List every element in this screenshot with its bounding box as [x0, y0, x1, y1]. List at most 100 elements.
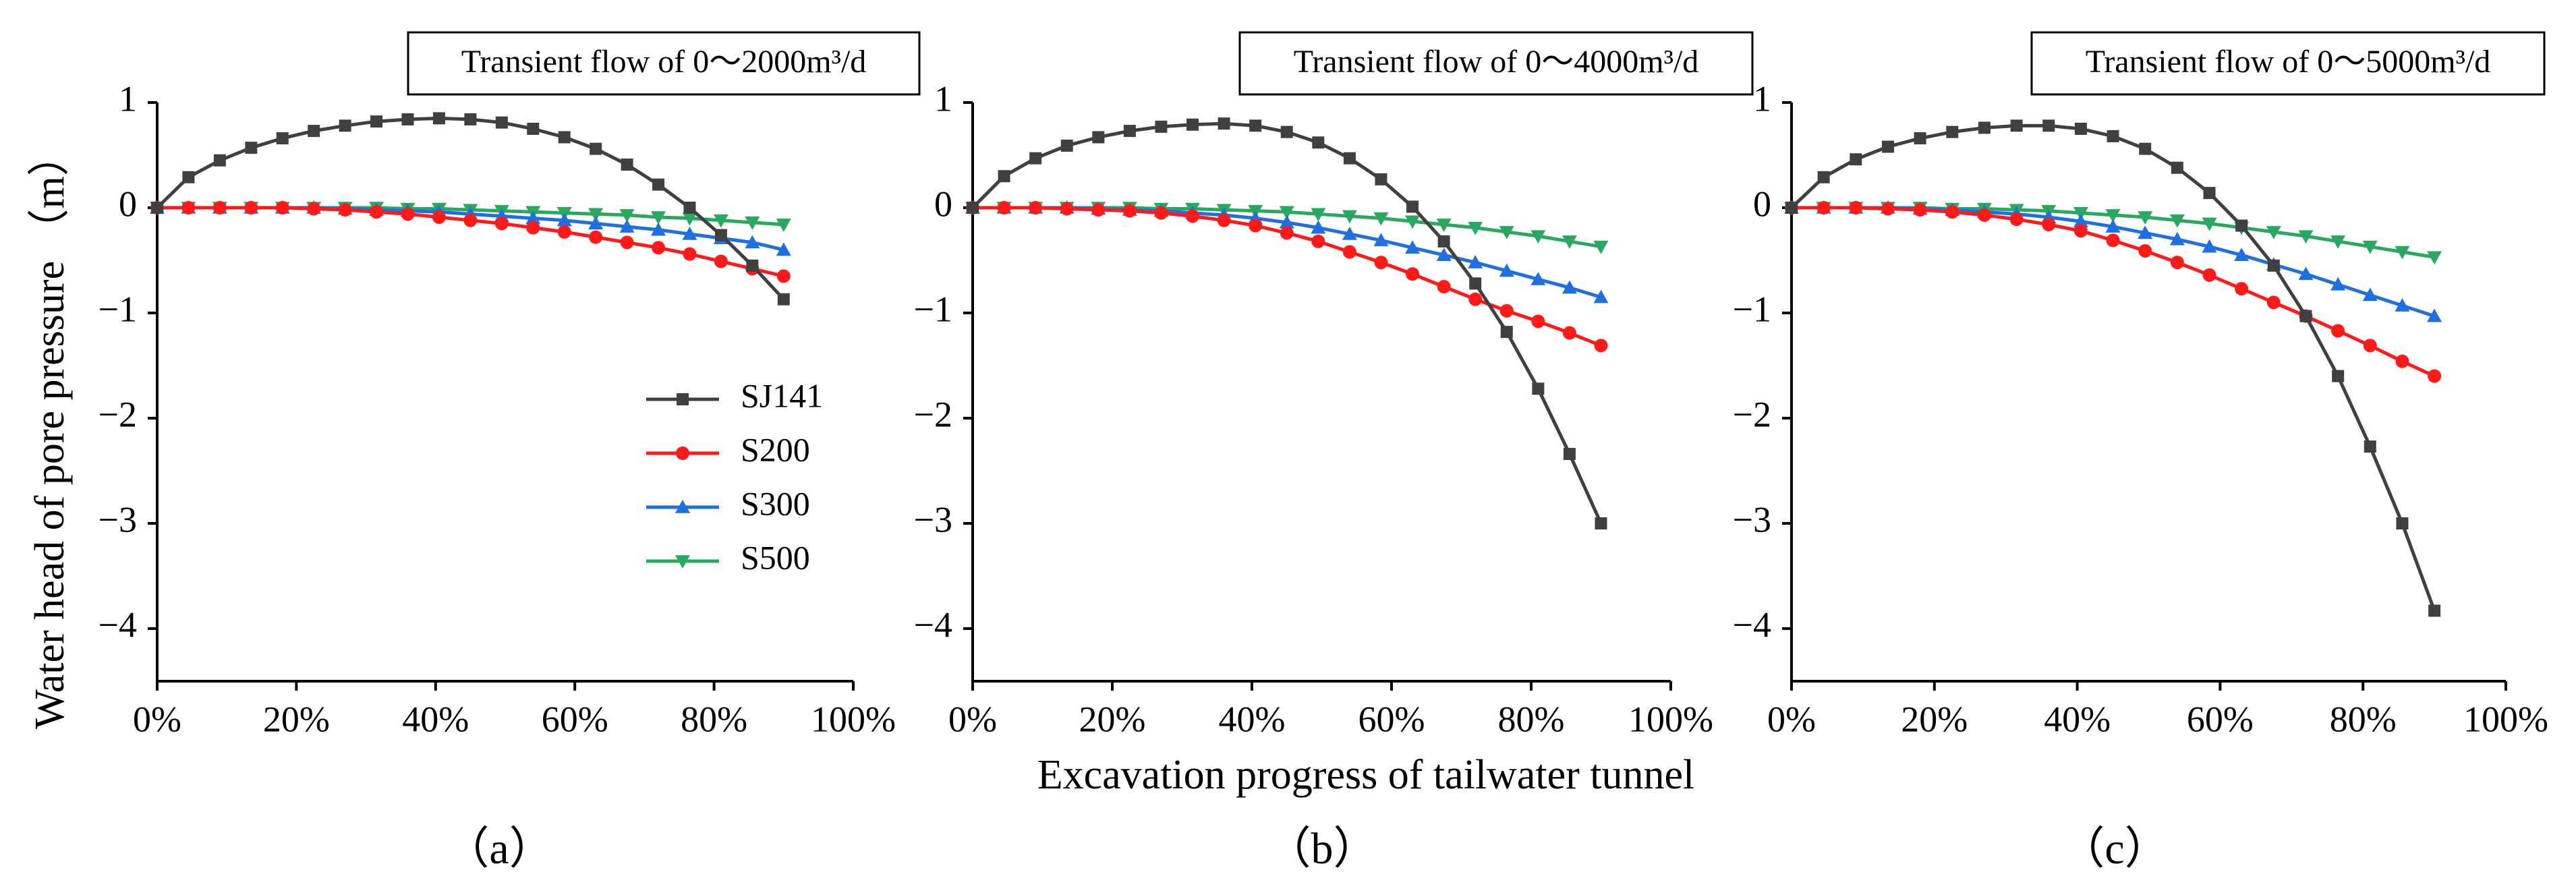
data-point-sj141	[2299, 310, 2312, 322]
data-point-sj141	[1850, 153, 1862, 166]
data-point-s200	[776, 269, 791, 283]
data-point-s500	[1530, 230, 1546, 244]
y-tick-label: −4	[914, 604, 952, 645]
data-point-sj141	[1595, 517, 1607, 529]
data-point-s200	[557, 225, 571, 239]
data-point-s200	[1311, 234, 1325, 248]
series-sj141	[967, 117, 1607, 529]
data-point-s500	[2427, 251, 2442, 265]
data-point-s300	[1279, 214, 1294, 229]
y-tick-label: −3	[914, 499, 952, 540]
data-point-sj141	[1881, 140, 1894, 153]
data-point-s300	[1468, 255, 1483, 268]
data-point-s300	[1593, 289, 1609, 304]
data-point-sj141	[2010, 119, 2023, 132]
data-point-s200	[307, 202, 321, 216]
data-point-sj141	[245, 142, 258, 154]
data-point-sj141	[432, 112, 445, 125]
data-point-s200	[1594, 339, 1608, 353]
data-point-s300	[776, 242, 791, 256]
data-point-s500	[2169, 214, 2185, 228]
data-point-s500	[776, 219, 791, 232]
data-point-sj141	[1092, 131, 1105, 144]
legend-marker	[676, 446, 689, 460]
data-point-s200	[1091, 203, 1106, 217]
data-point-sj141	[182, 171, 195, 183]
data-point-s200	[714, 254, 728, 268]
data-point-s200	[1249, 219, 1263, 233]
data-point-sj141	[1218, 117, 1230, 130]
data-point-sj141	[527, 123, 540, 135]
legend-label: S300	[741, 484, 810, 522]
data-point-s200	[1499, 304, 1514, 318]
data-point-sj141	[1186, 118, 1199, 131]
y-tick-label: −1	[914, 289, 952, 329]
data-point-s300	[2234, 248, 2250, 261]
legend-marker	[677, 393, 689, 405]
x-tick-label: 40%	[1219, 699, 1286, 739]
panel-label: （c）	[2060, 824, 2169, 873]
data-point-s300	[1405, 240, 1421, 254]
data-point-sj141	[2074, 123, 2087, 135]
data-point-s200	[275, 201, 289, 214]
chart-title: Transient flow of 0～2000m³/d	[461, 44, 867, 80]
data-point-s200	[2235, 282, 2249, 296]
title-box	[1238, 31, 1754, 96]
data-point-sj141	[1785, 202, 1798, 214]
series-s300	[965, 200, 1609, 304]
data-point-s300	[1530, 272, 1546, 285]
data-point-s500	[2266, 226, 2281, 239]
data-point-s200	[2106, 233, 2120, 248]
data-point-s300	[588, 216, 604, 230]
data-point-sj141	[2364, 440, 2376, 453]
data-point-s300	[1562, 280, 1577, 294]
data-point-sj141	[213, 154, 226, 167]
legend-marker	[675, 500, 690, 513]
data-point-sj141	[370, 115, 383, 128]
data-point-sj141	[2042, 119, 2055, 132]
x-axis-title: Excavation progress of tailwater tunnel	[1037, 752, 1694, 798]
data-point-s300	[1436, 248, 1452, 261]
data-point-sj141	[2107, 129, 2119, 142]
data-point-s200	[997, 201, 1011, 214]
data-point-sj141	[1343, 152, 1356, 165]
data-point-s200	[2170, 256, 2184, 270]
data-point-sj141	[495, 116, 508, 129]
y-tick-label: −1	[98, 289, 137, 329]
data-point-sj141	[1437, 235, 1450, 248]
data-point-s200	[1122, 204, 1137, 218]
data-point-s500	[2073, 207, 2088, 221]
y-tick-label: 0	[934, 183, 952, 224]
data-point-s200	[1468, 292, 1483, 306]
data-point-s300	[2298, 266, 2314, 281]
data-point-s200	[2395, 354, 2409, 368]
data-point-s200	[1562, 326, 1576, 340]
data-point-s300	[2395, 298, 2410, 312]
y-tick-label: −1	[1733, 289, 1771, 329]
data-point-sj141	[590, 142, 602, 155]
title-box	[407, 31, 921, 96]
data-point-sj141	[1249, 119, 1262, 132]
data-point-s200	[494, 216, 509, 231]
y-tick-label: −4	[98, 604, 137, 645]
data-point-s300	[682, 227, 697, 240]
data-point-s300	[2330, 277, 2346, 291]
data-point-s200	[2363, 339, 2377, 353]
data-point-s300	[1373, 233, 1389, 247]
chart-panel-1: 1 0 −1 −2 −3 −4 0% 20% 40% 60% 80% 100% Transient fl…	[98, 31, 921, 873]
y-tick-label: −2	[1733, 394, 1771, 434]
data-point-s200	[1945, 205, 1959, 219]
data-point-sj141	[1469, 277, 1482, 290]
data-point-s500	[713, 214, 728, 228]
series-sj141	[1785, 119, 2441, 617]
data-point-s500	[1342, 210, 1357, 224]
data-point-s200	[2042, 217, 2056, 231]
data-point-s300	[2105, 219, 2121, 233]
data-point-sj141	[1817, 171, 1830, 183]
data-point-s300	[1342, 227, 1357, 240]
series-sj141	[151, 112, 790, 306]
data-point-sj141	[2203, 187, 2216, 200]
x-tick-label: 20%	[1901, 699, 1968, 739]
y-tick-label: 0	[119, 183, 137, 224]
data-point-s200	[2266, 295, 2281, 310]
